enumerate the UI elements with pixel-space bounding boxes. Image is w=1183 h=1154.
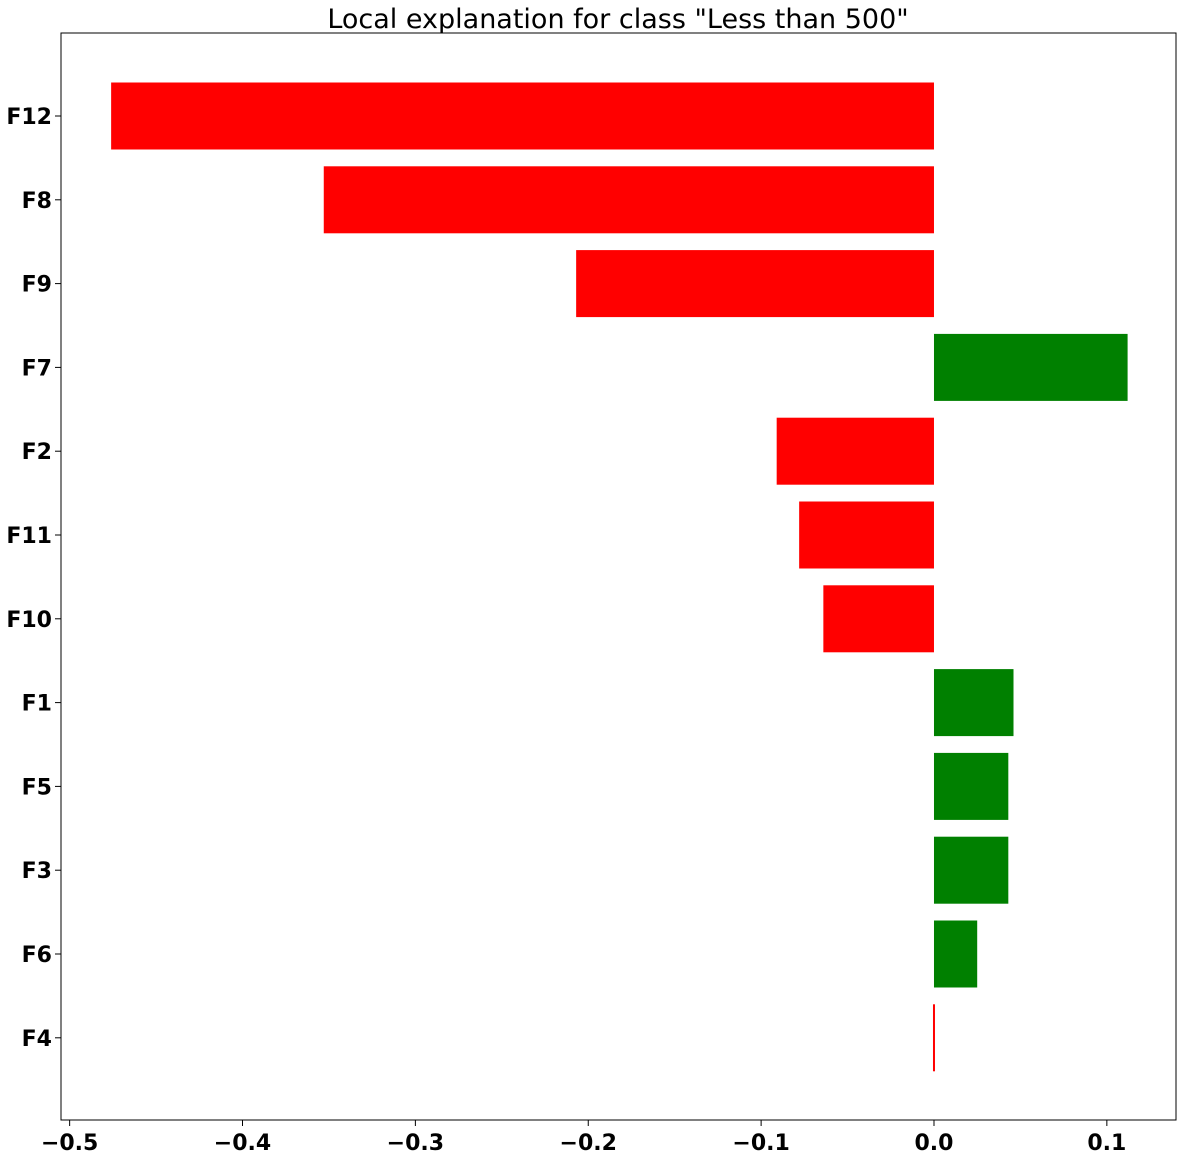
- y-tick-label: F5: [22, 775, 52, 800]
- y-tick-label: F6: [22, 943, 52, 968]
- bar-f4: [932, 1004, 935, 1072]
- x-tick-label: −0.3: [387, 1131, 444, 1154]
- y-tick-label: F11: [6, 524, 52, 549]
- bar-f12: [111, 82, 934, 150]
- y-tick-label: F9: [22, 273, 52, 298]
- x-axis: −0.5 −0.4 −0.3 −0.2 −0.1 0.0 0.1: [41, 1120, 1126, 1154]
- y-tick-label: F10: [6, 608, 52, 633]
- x-tick-label: 0.0: [914, 1131, 953, 1154]
- x-tick-label: −0.4: [214, 1131, 271, 1154]
- y-tick-label: F3: [22, 859, 52, 884]
- x-tick-label: −0.5: [41, 1131, 98, 1154]
- bar-f9: [576, 250, 934, 318]
- bar-f7: [933, 333, 1128, 401]
- y-axis: F12 F8 F9 F7 F2 F11 F10 F1 F5 F3 F6 F4: [6, 105, 61, 1052]
- x-tick-label: 0.1: [1087, 1131, 1126, 1154]
- y-tick-label: F1: [22, 692, 52, 717]
- bar-f2: [776, 417, 934, 485]
- y-tick-label: F4: [22, 1027, 52, 1052]
- x-tick-label: −0.1: [732, 1131, 789, 1154]
- bar-f6: [933, 920, 978, 988]
- bar-f5: [933, 752, 1009, 820]
- bars-group: [111, 82, 1128, 1072]
- y-tick-label: F8: [22, 189, 52, 214]
- x-tick-label: −0.2: [560, 1131, 617, 1154]
- bar-f3: [933, 836, 1009, 904]
- plot-frame: [60, 32, 1177, 1121]
- y-tick-label: F2: [22, 440, 52, 465]
- bar-f11: [799, 501, 934, 569]
- y-tick-label: F7: [22, 356, 52, 381]
- bar-f10: [823, 585, 934, 653]
- y-tick-label: F12: [6, 105, 52, 130]
- chart-title: Local explanation for class "Less than 5…: [327, 4, 908, 35]
- bar-f8: [323, 166, 934, 234]
- bar-f1: [933, 669, 1014, 737]
